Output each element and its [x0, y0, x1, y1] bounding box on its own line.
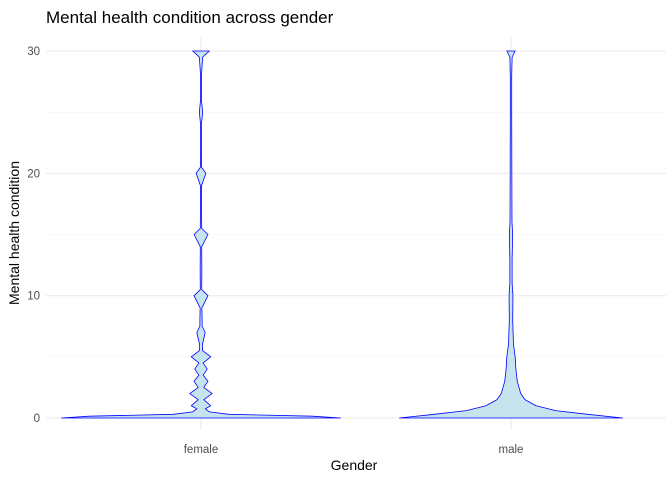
y-tick-label: 30: [27, 46, 40, 58]
violin-male: [399, 50, 623, 419]
plot-grid: [46, 36, 666, 430]
chart-title: Mental health condition across gender: [46, 8, 334, 27]
y-tick-label: 20: [27, 168, 40, 180]
y-axis-title: Mental health condition: [6, 161, 22, 305]
y-tick-label: 0: [34, 413, 40, 425]
x-tick-label-male: male: [499, 444, 524, 456]
violin-group: [61, 50, 623, 419]
y-tick-label: 10: [27, 291, 40, 303]
violin-female: [61, 50, 341, 419]
y-axis-ticks: 0 10 20 30: [27, 46, 40, 425]
x-axis-ticks: female male: [184, 444, 524, 456]
x-axis-title: Gender: [331, 457, 378, 473]
x-tick-label-female: female: [184, 444, 219, 456]
